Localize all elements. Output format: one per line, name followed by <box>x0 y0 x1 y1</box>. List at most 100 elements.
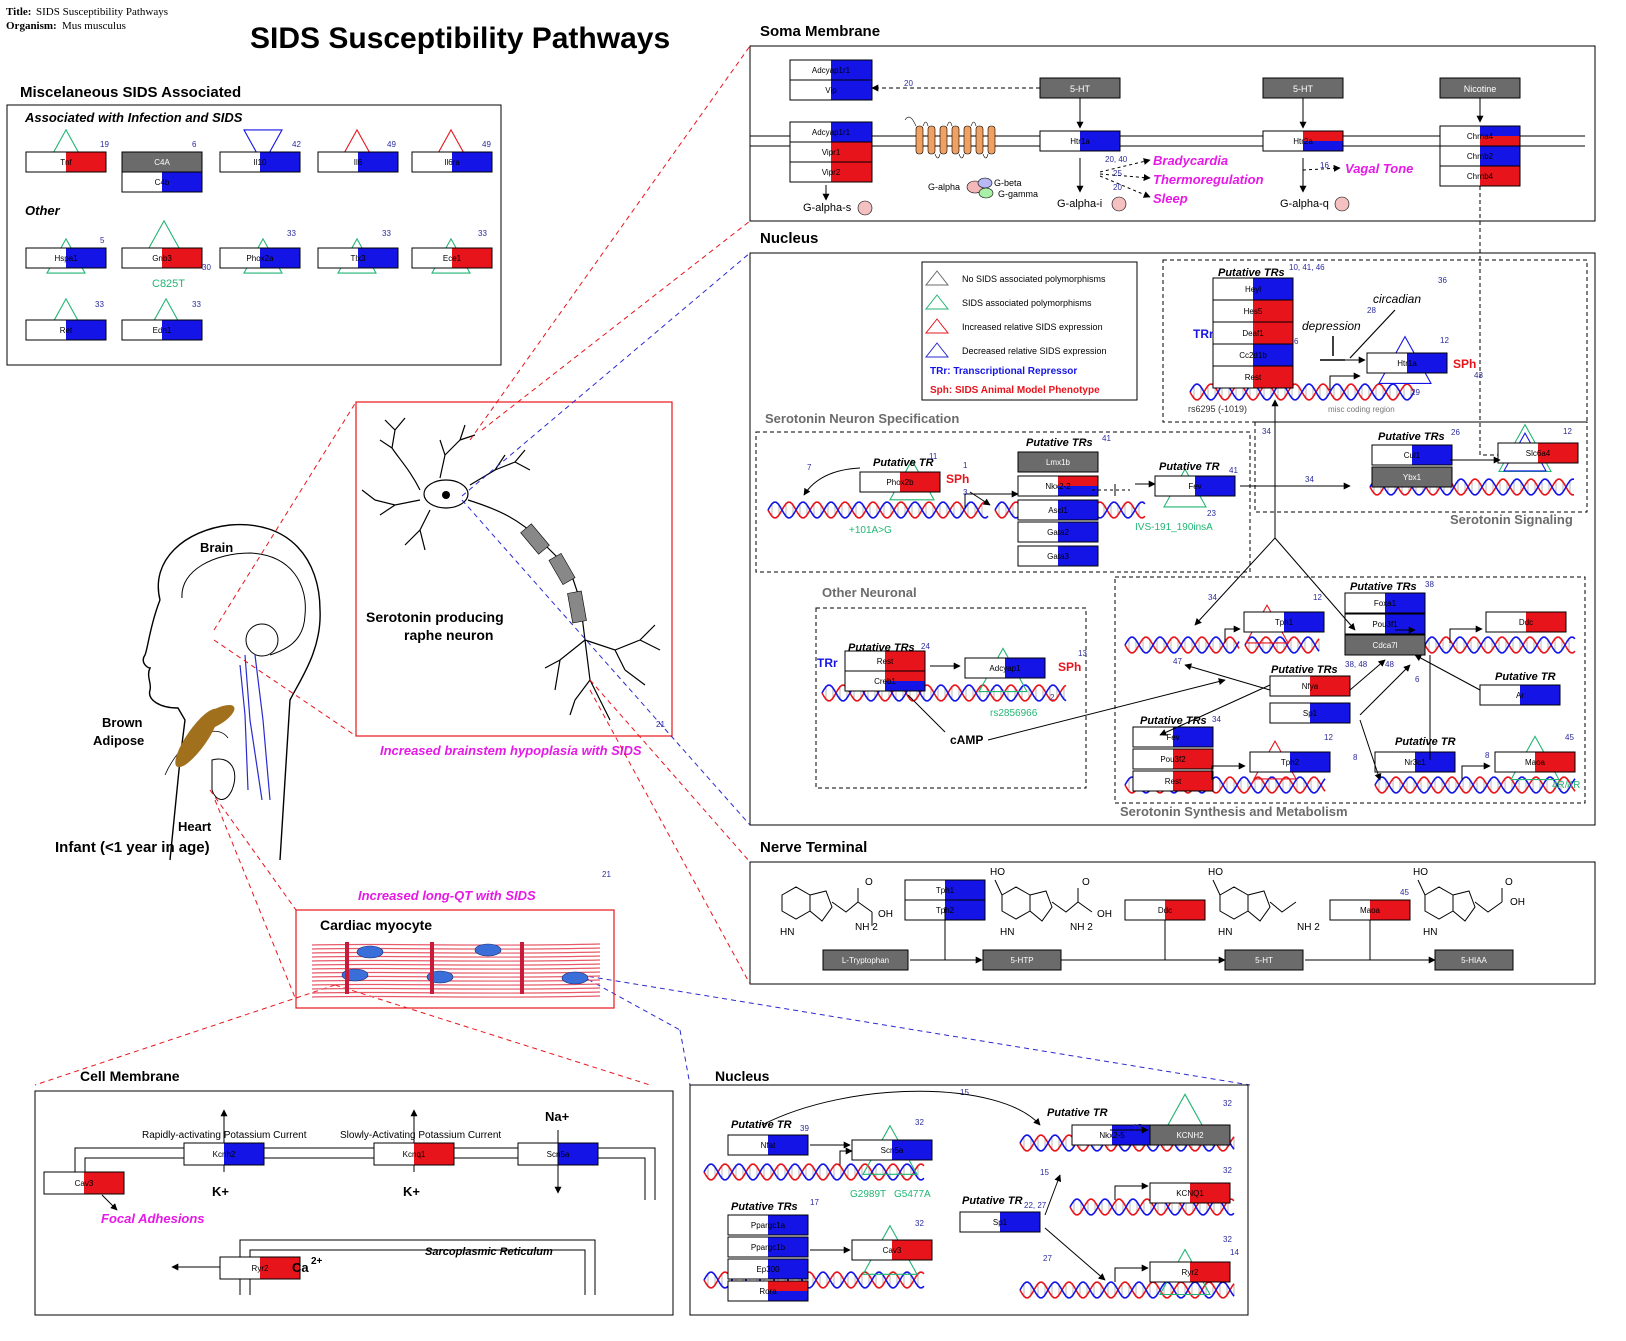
gene-label-cav3: Cav3 <box>883 1246 902 1255</box>
gene-box-foxa1: Foxa1 <box>1344 592 1426 614</box>
gene-box-sp1: Sp1 <box>1269 702 1351 724</box>
n2-ref-27: 27 <box>1043 1254 1052 1263</box>
infant-illustration: Brain Brown Adipose Heart Infant (<1 yea… <box>55 523 321 861</box>
n2-tr-nkx: Putative TR <box>1047 1107 1108 1119</box>
g-alpha-s-label: G-alpha-s <box>803 202 852 214</box>
gene-label-il10: Il10 <box>254 158 267 167</box>
nucleus2-heading: Nucleus <box>715 1068 770 1084</box>
var-ivs: IVS-191_190insA <box>1135 522 1213 533</box>
gene-label-phox2a: Phox2a <box>246 254 274 263</box>
ref-number: 6 <box>192 140 197 149</box>
n2-ref-32: 32 <box>915 1118 924 1127</box>
gene-box-vip: Vip <box>789 79 873 101</box>
chem-label-oh: OH <box>1510 897 1525 908</box>
spec-heading: Serotonin Neuron Specification <box>765 411 959 426</box>
label-brain: Brain <box>200 540 233 555</box>
marker-triangle <box>243 129 283 166</box>
ref-43: 43 <box>1474 371 1483 380</box>
pheno-thermoregulation: Thermoregulation <box>1153 172 1264 187</box>
ref-number: 19 <box>100 140 109 149</box>
dna-helix <box>1424 636 1576 654</box>
gene-label-slc6a4: Slc6a4 <box>1526 449 1551 458</box>
chem-label-o: O <box>1505 877 1513 888</box>
gene-label-fev: Fev <box>1166 733 1179 742</box>
gene-label-ryr2: Ryr2 <box>252 1264 269 1273</box>
chem-label-hn: HN <box>780 927 794 938</box>
sr-label: Sarcoplasmic Reticulum <box>425 1246 553 1258</box>
gene-label-ppargc1a: Ppargc1a <box>751 1221 786 1230</box>
trr-other: TRr <box>817 656 838 670</box>
ref-12: 12 <box>1440 336 1449 345</box>
dna-helix <box>1019 1281 1235 1299</box>
gene-box-chrnb4: Chrnb4 <box>1439 165 1521 187</box>
kplus-1: K+ <box>212 1184 229 1199</box>
gene-label-rest: Rest <box>877 657 894 666</box>
ref-number: 45 <box>1400 888 1409 897</box>
ligand-nicotine-label: Nicotine <box>1464 84 1497 94</box>
gene-label-vipr2: Vipr2 <box>822 168 841 177</box>
trs-label-top: Putative TRs <box>1218 267 1285 279</box>
n2-ref-32b: 32 <box>915 1219 924 1228</box>
camp-label: cAMP <box>950 733 983 747</box>
gene-label-cul1: Cul1 <box>1404 451 1421 460</box>
chem-label-oh: OH <box>1097 909 1112 920</box>
ref-number: 33 <box>95 300 104 309</box>
gene-label-cav3: Cav3 <box>75 1179 94 1188</box>
dna-helix <box>1374 776 1576 794</box>
gene-label-sp1: Sp1 <box>1303 709 1318 718</box>
gene-box-fev: Fev <box>1154 475 1236 497</box>
circadian-label: circadian <box>1373 292 1421 306</box>
gene-box-kcnh2: KCNH2 <box>1149 1124 1231 1146</box>
ref-12b: 12 <box>1563 427 1572 436</box>
gene-label-htr1a: Htr1a <box>1397 359 1417 368</box>
gene-label-foxa1: Foxa1 <box>1374 599 1397 608</box>
gene-label-tph1: Tph1 <box>936 886 955 895</box>
gene-box-ar: Ar <box>1479 684 1561 706</box>
cardio-heading: Cardiac myocyte <box>320 917 432 933</box>
gene-box-cc2d1b: Cc2d1b <box>1212 343 1294 367</box>
gene-label-hspa1: Hspa1 <box>54 254 78 263</box>
trr-top: TRr <box>1193 327 1214 341</box>
gene-label-ryr2: Ryr2 <box>1182 1268 1199 1277</box>
gene-box-hspa1: Hspa1 <box>25 247 107 269</box>
gene-box-pou3f2: Pou3f2 <box>1132 748 1214 770</box>
nucleus-gene-group: Heyl Hes5 Deaf1 Cc2d1b Rest Htr1a Phox2b Lmx1b N… <box>844 262 1579 792</box>
gene-label-heyl: Heyl <box>1245 285 1261 294</box>
ref-8-b: 8 <box>1485 751 1490 760</box>
n2-tr-nfat: Putative TR <box>731 1119 792 1131</box>
gene-box-creb1: Creb1 <box>844 670 926 692</box>
gene-label-5-ht: 5-HT <box>1255 956 1273 965</box>
gene-box-htr2a: Htr2a <box>1262 130 1344 152</box>
nucleus2-panel: Nucleus Nfat Scn5a Ppargc1a Ppargc1b Ep300 Ro… <box>689 1068 1249 1316</box>
indole-ring <box>1424 886 1476 922</box>
var-101: +101A>G <box>849 525 892 536</box>
ref-48: 48 <box>1385 660 1394 669</box>
organism-value: Mus musculus <box>62 20 126 32</box>
title-value: SIDS Susceptibility Pathways <box>36 6 168 18</box>
depression-label: depression <box>1302 319 1361 333</box>
gene-label-nfat: Nfat <box>761 1141 776 1150</box>
tr-label-nr3c1: Putative TR <box>1395 736 1456 748</box>
chem-label-nh-2: NH 2 <box>1070 922 1093 933</box>
gene-box-tlx3: Tlx3 <box>317 247 399 269</box>
gene-label-ep300: Ep300 <box>756 1265 780 1274</box>
gene-box-tph2: Tph2 <box>1249 751 1331 773</box>
dna-helix <box>1244 636 1320 654</box>
gene-box-5-ht: 5-HT <box>1224 949 1304 971</box>
gene-label-ybx1: Ybx1 <box>1403 473 1422 482</box>
misc-sub-infection: Associated with Infection and SIDS <box>24 110 243 125</box>
myocyte-nucleus <box>474 943 502 957</box>
chem-label-o: O <box>1082 877 1090 888</box>
gene-box-kcnq1: KCNQ1 <box>1149 1182 1231 1204</box>
cellmem-heading: Cell Membrane <box>80 1068 180 1084</box>
n2-var-a: G2989T <box>850 1189 886 1200</box>
legend: No SIDS associated polymorphisms SIDS as… <box>921 261 1138 401</box>
focal-adhesions: Focal Adhesions <box>101 1211 205 1226</box>
ligand-5ht-a-label: 5-HT <box>1070 84 1091 94</box>
n2-ref-17: 17 <box>810 1198 819 1207</box>
ref-13: 13 <box>1078 649 1087 658</box>
tr-label-ar: Putative TR <box>1495 671 1556 683</box>
n2-ref-15b: 15 <box>1133 1123 1142 1132</box>
